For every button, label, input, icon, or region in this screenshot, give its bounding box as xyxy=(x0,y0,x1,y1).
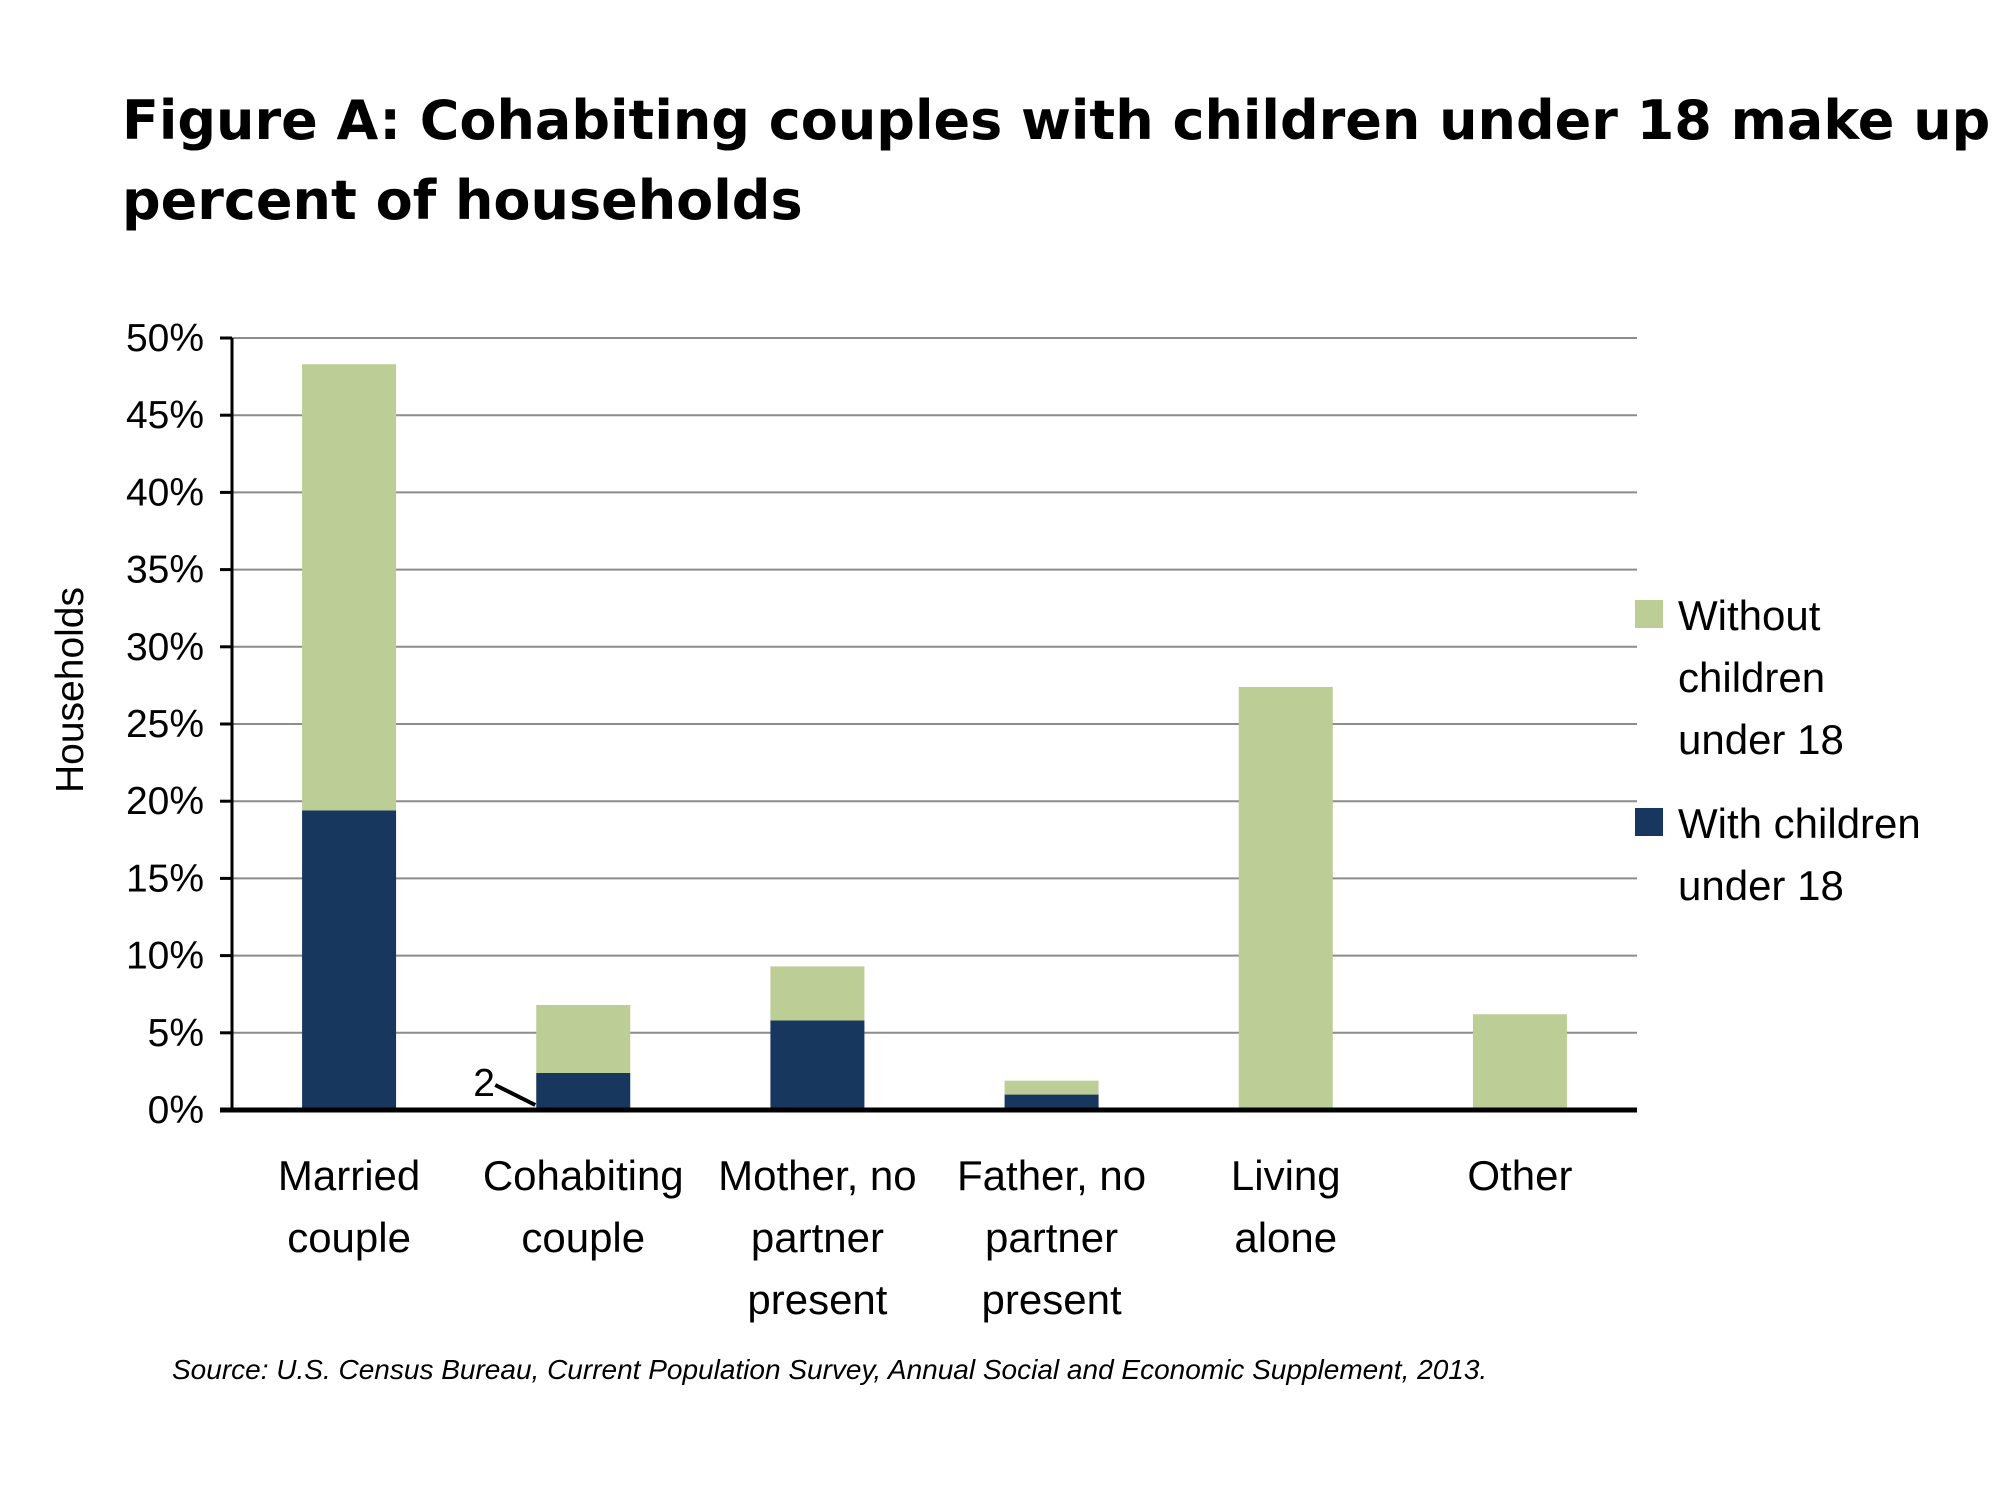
x-tick-label: alone xyxy=(1234,1214,1337,1261)
legend-swatch xyxy=(1635,600,1663,628)
bar-segment xyxy=(302,810,397,1110)
y-tick-label: 0% xyxy=(148,1089,204,1132)
chart-title: percent of households xyxy=(122,169,803,232)
y-axis-label: Households xyxy=(49,587,92,793)
x-tick-label: partner xyxy=(985,1214,1118,1261)
x-tick-label: Mother, no xyxy=(718,1152,916,1199)
legend-label: children xyxy=(1678,654,1825,701)
y-tick-label: 15% xyxy=(126,857,204,900)
x-tick-label: Married xyxy=(278,1152,420,1199)
legend-label: under 18 xyxy=(1678,862,1844,909)
legend-label: Without xyxy=(1678,592,1821,639)
y-tick-label: 40% xyxy=(126,471,204,514)
x-tick-label: present xyxy=(747,1276,887,1323)
y-tick-label: 5% xyxy=(148,1012,204,1055)
x-tick-label: couple xyxy=(521,1214,645,1261)
legend-label: under 18 xyxy=(1678,716,1844,763)
y-tick-label: 35% xyxy=(126,549,204,592)
bar-segment xyxy=(536,1072,631,1110)
y-tick-label: 30% xyxy=(126,626,204,669)
source-note: Source: U.S. Census Bureau, Current Popu… xyxy=(172,1354,1487,1385)
x-tick-label: couple xyxy=(287,1214,411,1261)
leader-line xyxy=(494,1083,537,1107)
legend-label: With children xyxy=(1678,800,1921,847)
legend-swatch xyxy=(1635,808,1663,836)
x-tick-label: partner xyxy=(751,1214,884,1261)
x-tick-label: Living xyxy=(1231,1152,1341,1199)
x-tick-label: Father, no xyxy=(957,1152,1146,1199)
bar-segment xyxy=(1472,1014,1567,1110)
x-tick-label: Other xyxy=(1467,1152,1572,1199)
bar-segment xyxy=(1004,1094,1099,1110)
x-tick-label: Cohabiting xyxy=(483,1152,684,1199)
y-tick-label: 50% xyxy=(126,317,204,360)
y-tick-label: 20% xyxy=(126,780,204,823)
bar-segment xyxy=(1004,1080,1099,1095)
y-tick-label: 10% xyxy=(126,935,204,978)
y-tick-label: 45% xyxy=(126,394,204,437)
chart-title: Figure A: Cohabiting couples with childr… xyxy=(122,89,2000,152)
bar-segment xyxy=(770,1020,865,1110)
bar-segment xyxy=(770,966,865,1021)
bar-segment xyxy=(536,1005,631,1073)
y-tick-label: 25% xyxy=(126,703,204,746)
x-tick-label: present xyxy=(982,1276,1122,1323)
bar-segment xyxy=(302,364,397,811)
data-label: 2 xyxy=(473,1062,495,1105)
bar-segment xyxy=(1238,686,1333,1110)
